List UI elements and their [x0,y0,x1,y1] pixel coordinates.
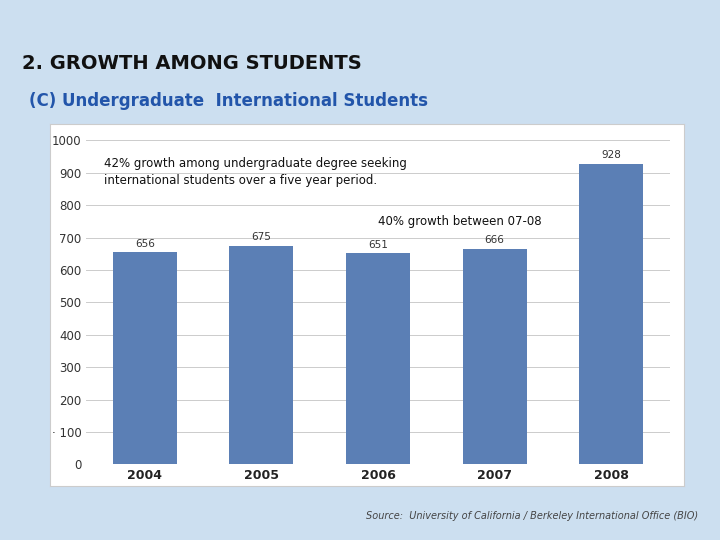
Text: 656: 656 [135,239,155,248]
Bar [346,253,410,464]
Text: 666: 666 [485,235,505,245]
Bar [229,246,294,464]
Text: 40% growth between 07-08: 40% growth between 07-08 [378,215,541,228]
Text: 651: 651 [368,240,388,250]
Bar [579,164,644,464]
Text: 928: 928 [601,151,621,160]
Bar [462,248,527,464]
Text: 42% growth among undergraduate degree seeking
international students over a five: 42% growth among undergraduate degree se… [104,157,407,187]
Bar [112,252,177,464]
Text: 2. GROWTH AMONG STUDENTS: 2. GROWTH AMONG STUDENTS [22,54,361,73]
Text: Source:  University of California / Berkeley International Office (BIO): Source: University of California / Berke… [366,511,698,521]
Text: (C) Undergraduate  International Students: (C) Undergraduate International Students [29,92,428,110]
Text: 675: 675 [251,232,271,242]
